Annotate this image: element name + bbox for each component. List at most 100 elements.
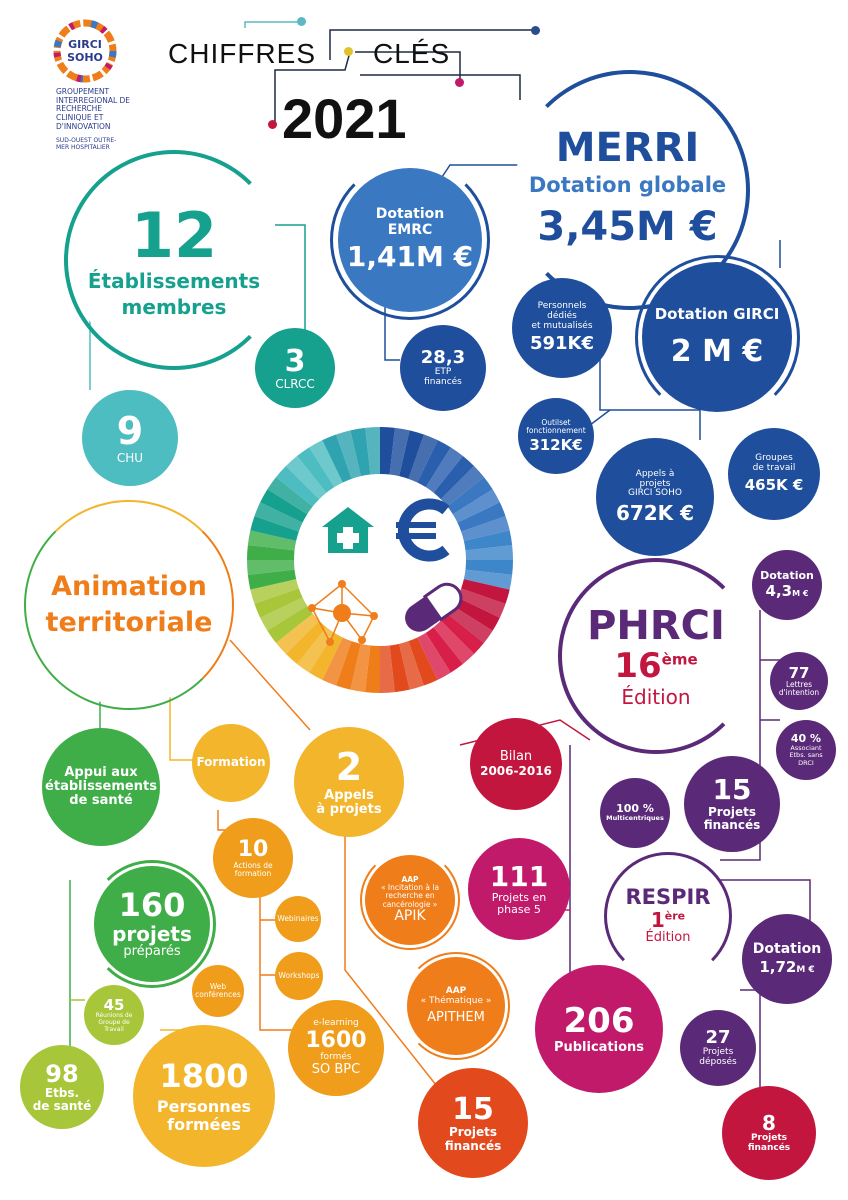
phase5-bubble: 111 Projets en phase 5	[468, 838, 570, 940]
wheel-segment	[254, 588, 303, 618]
wheel-segment	[380, 645, 395, 693]
chu-bubble: 9 CHU	[82, 390, 178, 486]
etab-value: 12	[130, 198, 218, 272]
respir-edition-sup: ère	[664, 909, 686, 923]
etp-bubble: 28,3 ETP financés	[400, 325, 486, 411]
personnes-label-1: Personnes	[156, 1097, 252, 1116]
logo-text-1: GIRCI	[68, 38, 102, 51]
etp-label-2: financés	[424, 376, 462, 387]
phrci-ring	[558, 558, 754, 754]
animation-ring	[24, 500, 234, 710]
merri-value: 3,45M €	[537, 204, 718, 251]
appels-bubble: 2 Appels à projets	[294, 727, 404, 837]
respir-edition: 1ère	[651, 909, 685, 931]
wheel-segment	[457, 588, 506, 618]
groupes-bubble: Groupes de travail 465K €	[728, 428, 820, 520]
deposes-value: 27	[705, 1027, 731, 1049]
wheel-segment	[447, 605, 493, 643]
wheel-segment	[285, 456, 327, 500]
wheel-segment	[297, 447, 335, 493]
wheel-segment	[247, 569, 297, 590]
center-wheel	[247, 427, 513, 693]
wheel-segment	[285, 620, 327, 664]
logo-ring-icon	[53, 19, 117, 83]
wheel-segment	[365, 645, 380, 693]
wheel-segment	[408, 637, 438, 686]
publications-bubble: 206 Publications	[535, 965, 663, 1093]
associant-label-3: DRCI	[798, 758, 814, 767]
reunions-value: 45	[103, 995, 125, 1014]
wheel-segment	[399, 430, 424, 479]
appels-girci-label-2: projets	[639, 478, 671, 489]
wheel-segment	[463, 530, 513, 551]
workshops-bubble: Workshops	[275, 952, 323, 1000]
wheel-segment	[463, 569, 513, 590]
etbs-label-1: Etbs.	[44, 1086, 80, 1100]
apik-value: APIK	[394, 907, 426, 924]
elearning-bubble: e-learning 1600 formés SO BPC	[288, 1000, 384, 1096]
wheel-segment	[452, 597, 500, 631]
wheel-segment	[267, 477, 313, 515]
girci-bubble: Dotation GIRCI 2 M €	[642, 262, 792, 412]
associant-label-1: Associant	[790, 744, 822, 753]
phase5-label-2: phase 5	[497, 903, 541, 917]
wheel-segment	[247, 530, 297, 551]
wheel-segment	[247, 545, 295, 560]
etp-label-1: ETP	[434, 367, 452, 377]
network-icon	[308, 580, 378, 646]
wheel-segment	[440, 465, 484, 507]
associant-value: 40 %	[790, 732, 822, 746]
phrci-projets-value: 15	[712, 773, 752, 807]
personnes-label-2: formées	[167, 1114, 241, 1134]
appels-girci-bubble: Appels à projets GIRCI SOHO 672K €	[596, 438, 714, 556]
lettres-label-1: Lettres	[786, 680, 812, 689]
wheel-segment	[408, 434, 438, 483]
wheel-segment	[350, 427, 371, 477]
wheel-segment	[433, 456, 475, 500]
deposes-label-1: Projets	[702, 1047, 734, 1057]
clrcc-label: CLRCC	[275, 376, 315, 391]
emrc-bubble: Dotation EMRC 1,41M €	[338, 168, 482, 312]
outils-value: 312K€	[529, 436, 583, 454]
bilan-label-2: 2006-2016	[480, 763, 552, 778]
respir-finances-label-2: financés	[747, 1143, 791, 1153]
apithem-bubble: AAP « Thématique » APITHEM	[407, 957, 505, 1055]
appels-label-1: Appels	[324, 787, 374, 803]
wheel-segment	[433, 620, 475, 664]
respir-dotation-label: Dotation	[752, 941, 822, 958]
respir-dotation-value: 1,72	[759, 957, 797, 976]
title-year: 2021	[282, 87, 407, 150]
girci-label: Dotation GIRCI	[654, 305, 780, 324]
personnels-label-3: et mutualisés	[531, 320, 593, 331]
dot-yellow	[344, 47, 353, 56]
hospital-icon	[322, 507, 374, 553]
wheel-segment	[350, 643, 371, 693]
reunions-label-3: Travail	[104, 1025, 124, 1033]
phrci-bubble: PHRCI 16ème Édition	[563, 563, 749, 749]
apik-label-2: « Incitation à la	[380, 883, 440, 893]
wheel-segment	[425, 627, 463, 673]
appels-girci-label-3: GIRCI SOHO	[628, 488, 682, 499]
respir-edition-label: Édition	[645, 930, 691, 946]
animation-title-1: Animation	[51, 571, 207, 603]
respir-finances-value: 8	[762, 1111, 776, 1136]
chu-value: 9	[116, 408, 144, 453]
wheel-segment	[322, 637, 352, 686]
org-subtitle: SUD-OUEST OUTRE-MER HOSPITALIER	[56, 137, 117, 151]
wheel-segment	[417, 440, 451, 488]
etab-bubble: 12 Établissements membres	[70, 156, 278, 364]
clrcc-value: 3	[284, 343, 306, 379]
personnes-bubble: 1800 Personnes formées	[133, 1025, 275, 1167]
merri-subtitle: Dotation globale	[528, 172, 727, 197]
personnes-value: 1800	[159, 1056, 249, 1095]
webconf-bubble: Web conférences	[192, 965, 244, 1017]
associant-bubble: 40 % Associant Etbs. sans DRCI	[776, 720, 836, 780]
projets-prep-label-2: préparés	[123, 944, 181, 960]
wheel-segment	[309, 440, 343, 488]
wheel-segment	[336, 430, 361, 479]
associant-label-2: Etbs. sans	[789, 751, 823, 760]
deposes-label-2: déposés	[699, 1056, 737, 1067]
wheel-segment	[417, 632, 451, 680]
outils-bubble: Outilset fonctionnement 312K€	[518, 398, 594, 474]
actions-label-1: Actions de	[233, 860, 273, 870]
